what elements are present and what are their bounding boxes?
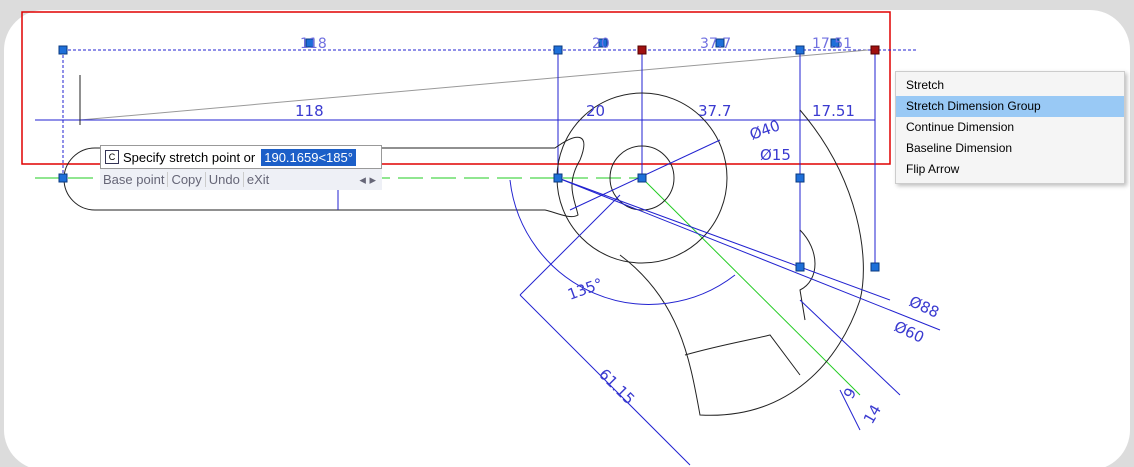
option[interactable]: Base point [100, 172, 168, 187]
option[interactable]: Undo [206, 172, 244, 187]
dimension: Ø15 [760, 146, 791, 164]
ghost-dimension: 37.7 [700, 36, 731, 52]
command-options: Base point Copy Undo eXit ◂ ▸ [100, 169, 382, 190]
command-input[interactable]: 190.1659<185° [261, 149, 356, 166]
dimension: 20 [586, 102, 605, 120]
ghost-dimension: 118 [300, 36, 327, 52]
command-line: C Specify stretch point or 190.1659<185°… [100, 145, 382, 190]
dimension: 17.51 [812, 102, 855, 120]
dimension: 118 [295, 102, 324, 120]
menu-item[interactable]: Stretch [896, 75, 1124, 96]
menu-item[interactable]: Baseline Dimension [896, 138, 1124, 159]
page: 118 20 37.7 17.51 118 20 37.7 17.51 Ø40 … [0, 0, 1134, 467]
scroll-arrows[interactable]: ◂ ▸ [359, 172, 382, 188]
ghost-dimension: 20 [592, 36, 610, 52]
option[interactable]: eXit [244, 172, 272, 187]
command-icon: C [105, 150, 119, 164]
option[interactable]: Copy [168, 172, 205, 187]
menu-item[interactable]: Stretch Dimension Group [896, 96, 1124, 117]
command-prompt: Specify stretch point or [123, 150, 255, 165]
ghost-dimension: 17.51 [812, 36, 852, 52]
dimension: 37.7 [698, 102, 731, 120]
menu-item[interactable]: Flip Arrow [896, 159, 1124, 180]
menu-item[interactable]: Continue Dimension [896, 117, 1124, 138]
